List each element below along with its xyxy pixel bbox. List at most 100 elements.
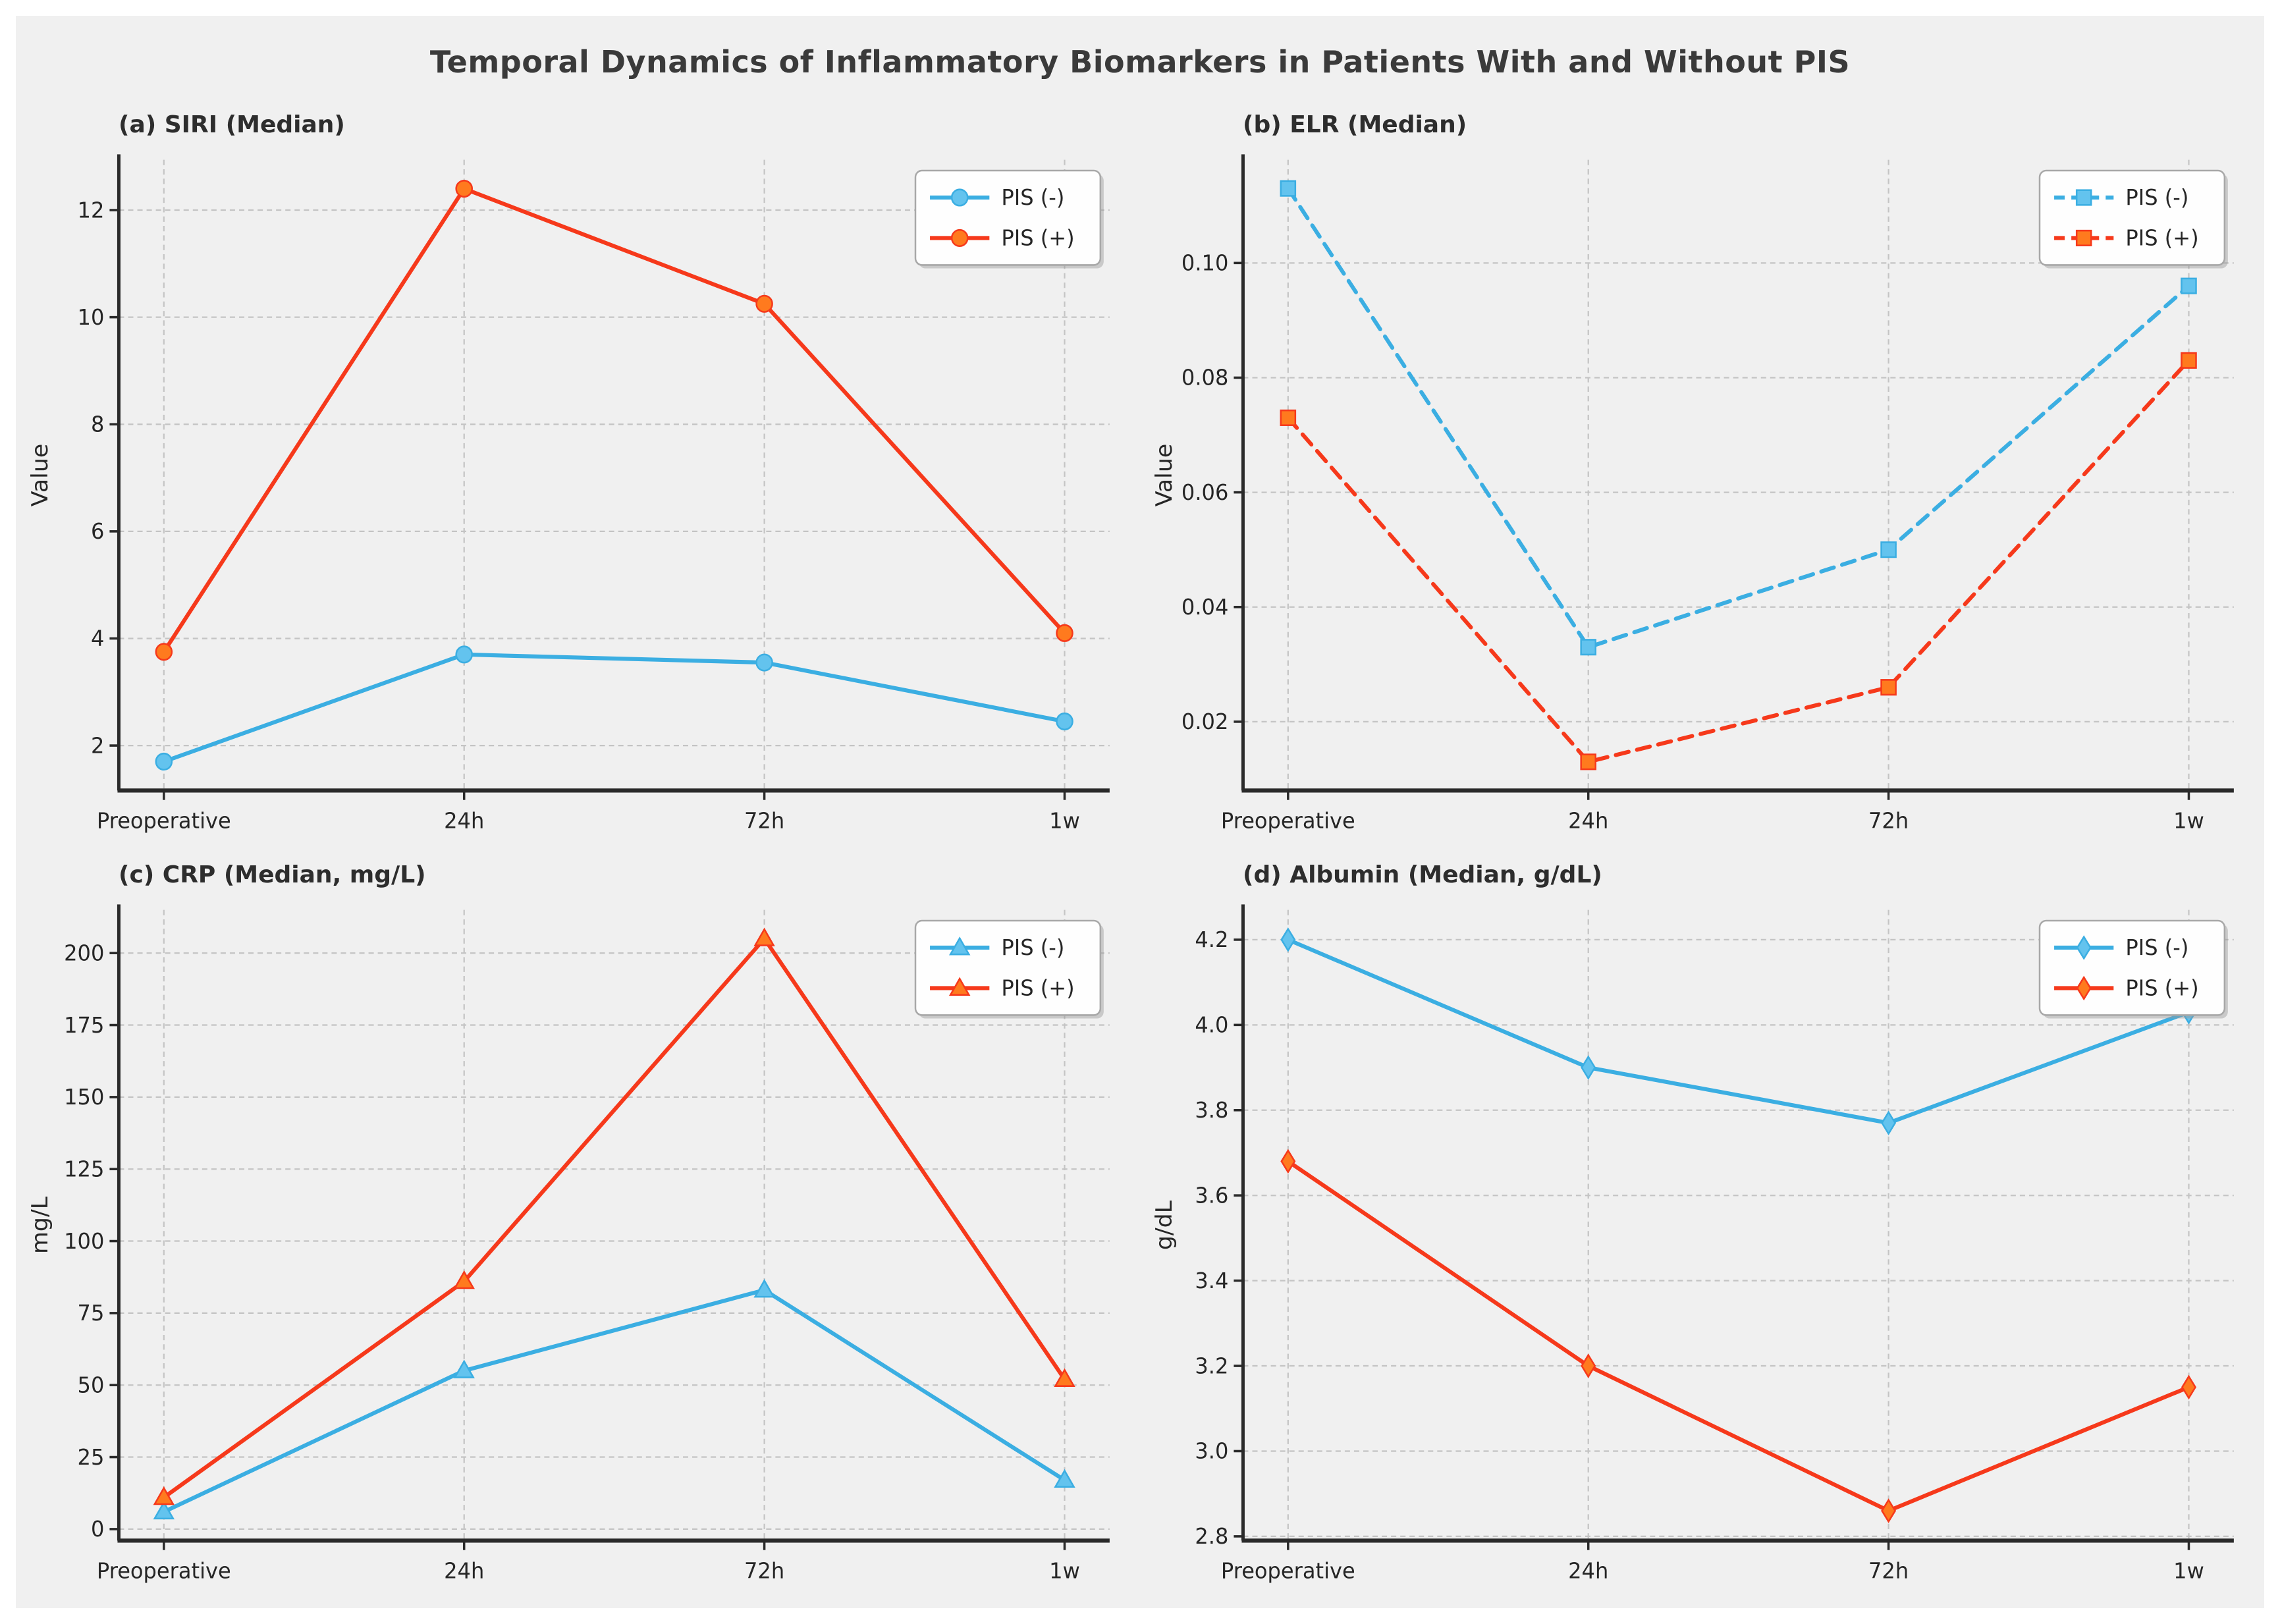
y-axis-label: Value bbox=[27, 444, 53, 507]
data-point-marker bbox=[155, 643, 173, 661]
y-tick-label: 0.10 bbox=[1181, 250, 1228, 275]
data-point-marker bbox=[1054, 1368, 1075, 1388]
panel-siri-title: (a) SIRI (Median) bbox=[119, 111, 345, 138]
x-tick-label: 1w bbox=[2173, 1559, 2204, 1584]
y-axis-label: Value bbox=[1151, 444, 1178, 507]
data-point-marker bbox=[455, 645, 474, 664]
y-tick-label: 4.0 bbox=[1195, 1012, 1228, 1037]
data-point-marker bbox=[2181, 352, 2197, 369]
data-point-marker bbox=[1880, 541, 1897, 558]
x-tick-label: Preoperative bbox=[1221, 1559, 1355, 1584]
series-layer bbox=[155, 180, 1073, 771]
data-point-marker bbox=[755, 653, 773, 672]
y-tick-label: 3.2 bbox=[1195, 1353, 1228, 1378]
data-point-marker bbox=[455, 180, 474, 198]
y-tick-label: 3.8 bbox=[1195, 1098, 1228, 1123]
data-point-marker bbox=[153, 1486, 175, 1505]
legend: PIS (-) PIS (+) bbox=[914, 919, 1104, 1019]
panel-elr: (b) ELR (Median) 0.02 0.04 0.06 0.08 0.10 Val… bbox=[1140, 108, 2264, 858]
y-tick-label: 4 bbox=[91, 626, 104, 651]
albumin-chart-canvas: 2.8 3.0 3.2 3.4 3.6 3.8 4.0 4.2 g/dL Preoperative… bbox=[1151, 904, 2234, 1584]
grid-lines bbox=[119, 909, 1110, 1541]
data-point-marker bbox=[1581, 1055, 1596, 1081]
legend-entry-label: PIS (+) bbox=[1001, 976, 1074, 1001]
data-point-marker bbox=[950, 229, 969, 248]
panel-albumin-title: (d) Albumin (Median, g/dL) bbox=[1243, 861, 1602, 888]
legend: PIS (-) PIS (+) bbox=[2038, 919, 2228, 1019]
y-tick-label: 50 bbox=[78, 1372, 105, 1397]
x-tick-label: Preoperative bbox=[1221, 809, 1355, 834]
series-line-pis-pos bbox=[161, 936, 1067, 1500]
data-point-marker bbox=[1280, 410, 1297, 427]
legend-entry-label: PIS (-) bbox=[2125, 185, 2188, 210]
x-tick-label: 24h bbox=[444, 1559, 484, 1584]
series-line-pis-pos bbox=[1286, 358, 2191, 765]
axes: 0 25 50 75 100 125 150 175 200 mg/L Preoperative 24… bbox=[27, 904, 1110, 1584]
x-tick-label: 1w bbox=[2173, 809, 2204, 834]
y-tick-label: 125 bbox=[64, 1156, 104, 1181]
series-line-pis-neg bbox=[1286, 938, 2191, 1125]
crp-chart-canvas: 0 25 50 75 100 125 150 175 200 mg/L Preoperative 24… bbox=[27, 904, 1110, 1584]
y-tick-label: 0 bbox=[91, 1517, 104, 1542]
axes: 2.8 3.0 3.2 3.4 3.6 3.8 4.0 4.2 g/dL Preoperative… bbox=[1151, 904, 2234, 1584]
data-point-marker bbox=[1280, 1149, 1296, 1174]
data-point-marker bbox=[153, 1500, 175, 1520]
x-tick-label: Preoperative bbox=[97, 809, 231, 834]
data-point-marker bbox=[2181, 277, 2197, 294]
y-tick-label: 3.4 bbox=[1195, 1268, 1228, 1293]
y-tick-label: 12 bbox=[78, 198, 105, 223]
y-tick-label: 25 bbox=[78, 1445, 105, 1470]
y-tick-label: 200 bbox=[64, 940, 104, 965]
y-tick-label: 4.2 bbox=[1195, 927, 1228, 952]
series-line-pis-pos bbox=[1286, 1159, 2191, 1513]
y-tick-label: 175 bbox=[64, 1013, 104, 1038]
data-point-marker bbox=[2181, 1374, 2197, 1400]
x-tick-label: 24h bbox=[1568, 1559, 1608, 1584]
data-point-marker bbox=[1280, 927, 1296, 952]
data-point-marker bbox=[950, 188, 969, 207]
data-point-marker bbox=[155, 753, 173, 771]
data-point-marker bbox=[948, 977, 971, 996]
data-point-marker bbox=[753, 1279, 775, 1298]
data-point-marker bbox=[1056, 624, 1073, 643]
x-tick-label: Preoperative bbox=[97, 1559, 231, 1584]
data-point-marker bbox=[1881, 1498, 1897, 1524]
y-tick-label: 0.08 bbox=[1181, 365, 1228, 391]
y-tick-label: 150 bbox=[64, 1085, 104, 1110]
axes: 2 4 6 8 10 12 Value Preoperative 24h 72h 1w bbox=[27, 154, 1110, 834]
panel-siri: (a) SIRI (Median) 2 4 6 8 10 12 Value Preoperat… bbox=[16, 108, 1140, 858]
series-line-pis-neg bbox=[1286, 186, 2191, 649]
data-point-marker bbox=[2075, 230, 2092, 247]
legend: PIS (-) PIS (+) bbox=[2038, 169, 2228, 269]
panel-crp: (c) CRP (Median, mg/L) 0 25 50 75 100 125 150 1… bbox=[16, 858, 1140, 1608]
figure-canvas: Temporal Dynamics of Inflammatory Biomar… bbox=[16, 16, 2264, 1608]
series-layer bbox=[153, 927, 1075, 1520]
data-point-marker bbox=[1054, 1469, 1075, 1488]
legend-entry-label: PIS (+) bbox=[2125, 976, 2198, 1001]
data-point-marker bbox=[1581, 1353, 1596, 1379]
data-point-marker bbox=[948, 936, 971, 956]
legend-entry-label: PIS (+) bbox=[2125, 226, 2198, 251]
y-tick-label: 6 bbox=[91, 519, 104, 544]
data-point-marker bbox=[2076, 975, 2092, 1001]
data-point-marker bbox=[755, 294, 773, 313]
panel-crp-title: (c) CRP (Median, mg/L) bbox=[119, 861, 426, 888]
data-point-marker bbox=[1056, 713, 1073, 731]
legend-entry-label: PIS (-) bbox=[1001, 185, 1064, 210]
y-tick-label: 0.02 bbox=[1181, 709, 1228, 734]
x-tick-label: 72h bbox=[744, 1559, 784, 1584]
y-tick-label: 75 bbox=[78, 1301, 105, 1326]
y-tick-label: 3.0 bbox=[1195, 1439, 1228, 1464]
y-tick-label: 100 bbox=[64, 1229, 104, 1254]
series-layer bbox=[1280, 180, 2197, 771]
figure-title: Temporal Dynamics of Inflammatory Biomar… bbox=[429, 44, 1851, 80]
y-axis-label: g/dL bbox=[1151, 1200, 1178, 1250]
x-tick-label: 24h bbox=[1568, 809, 1608, 834]
data-point-marker bbox=[1280, 180, 1297, 197]
series-line-pis-neg bbox=[161, 1288, 1067, 1514]
data-point-marker bbox=[453, 1270, 475, 1289]
data-point-marker bbox=[2076, 935, 2092, 960]
series-line-pis-neg bbox=[161, 652, 1067, 764]
y-tick-label: 0.06 bbox=[1181, 480, 1228, 505]
y-axis-label: mg/L bbox=[27, 1196, 53, 1254]
